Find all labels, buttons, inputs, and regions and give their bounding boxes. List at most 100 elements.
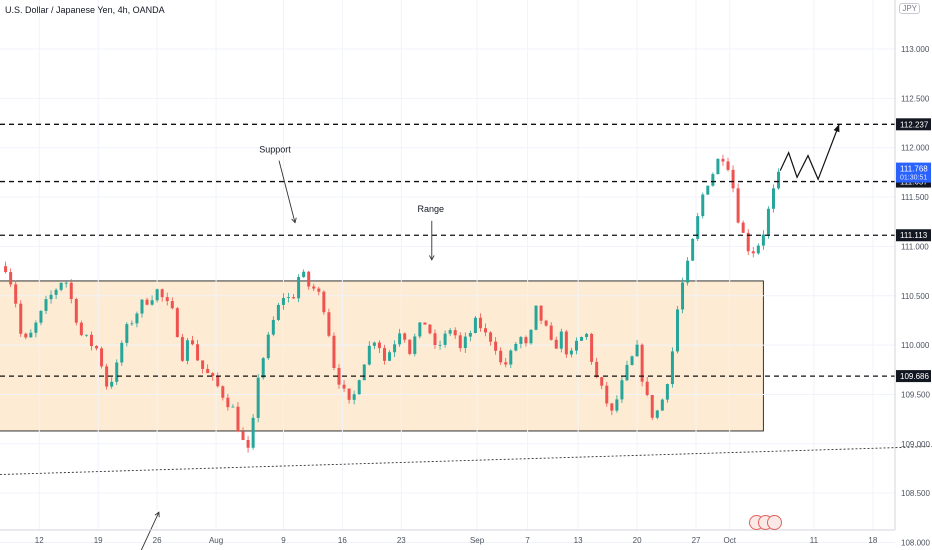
range-box[interactable] — [0, 280, 764, 432]
candle-body — [766, 208, 770, 235]
x-tick-label: 19 — [94, 536, 103, 545]
candle-body — [185, 340, 189, 361]
candle-body — [595, 361, 599, 378]
currency-badge[interactable]: JPY — [899, 3, 920, 14]
candle-body — [635, 344, 639, 357]
candle-body — [534, 305, 538, 330]
level-label-bg — [896, 370, 931, 383]
candle-body — [433, 333, 437, 346]
candle-body — [201, 360, 205, 369]
candle-body — [458, 335, 462, 349]
candle-body — [398, 333, 402, 345]
x-tick-label: 13 — [574, 536, 583, 545]
candle-body — [650, 395, 654, 418]
candle-body — [620, 380, 624, 400]
candle-body — [276, 304, 280, 320]
x-tick-label: Aug — [209, 536, 223, 545]
candle-body — [443, 333, 447, 345]
annotation-arrow-support-level-head — [154, 511, 160, 518]
candle-body — [574, 340, 578, 351]
candle-body — [716, 158, 720, 175]
candle-body — [266, 334, 270, 359]
candle-body — [312, 286, 316, 289]
candle-body — [706, 185, 710, 195]
candle-body — [281, 297, 285, 305]
candle-body — [670, 351, 674, 385]
candle-body — [191, 340, 195, 345]
candle-body — [14, 284, 18, 304]
projection-path[interactable] — [779, 124, 840, 181]
x-tick-label: 23 — [397, 536, 406, 545]
candle-body — [665, 384, 669, 400]
level-label-bg — [896, 229, 931, 242]
y-tick-label: 111.500 — [901, 193, 929, 202]
candle-body — [332, 335, 336, 368]
candle-body — [261, 358, 265, 378]
y-tick-label: 108.000 — [901, 539, 930, 548]
event-flags[interactable] — [749, 515, 785, 530]
y-tick-label: 110.000 — [901, 341, 930, 350]
candle-body — [19, 303, 23, 334]
current-price-tag — [896, 162, 931, 183]
candle-body — [408, 339, 412, 354]
candle-body — [175, 308, 179, 338]
candle-body — [352, 394, 356, 400]
candle-body — [655, 410, 659, 418]
candle-body — [736, 188, 740, 223]
level-label: 109.686 — [900, 372, 929, 381]
event-icon[interactable] — [767, 515, 782, 530]
candle-body — [438, 344, 442, 346]
annotation-support[interactable]: Support — [259, 145, 291, 155]
candle-body — [585, 333, 589, 338]
candle-body — [499, 350, 503, 363]
candle-body — [721, 158, 725, 162]
candle-body — [478, 317, 482, 329]
candle-body — [382, 348, 386, 361]
candle-body — [226, 397, 230, 408]
candle-body — [211, 373, 215, 376]
candle-body — [44, 299, 48, 311]
candle-body — [64, 282, 68, 284]
candle-body — [494, 341, 498, 351]
support-trendline[interactable] — [0, 446, 932, 476]
candle-body — [140, 299, 144, 314]
y-tick-label: 110.500 — [901, 292, 930, 301]
candle-body — [29, 332, 33, 338]
x-tick-label: 26 — [153, 536, 162, 545]
x-tick-label: 16 — [338, 536, 347, 545]
candle-body — [580, 337, 584, 341]
candle-body — [9, 272, 13, 285]
candle-body — [100, 348, 104, 367]
candle-body — [539, 305, 543, 321]
candle-body — [251, 417, 255, 448]
x-tick-label: Oct — [723, 536, 736, 545]
candle-body — [640, 344, 644, 382]
y-tick-label: 112.000 — [901, 144, 930, 153]
candle-body — [388, 352, 392, 361]
chart-title: U.S. Dollar / Japanese Yen, 4h, OANDA — [5, 5, 165, 15]
annotation-arrow-support[interactable] — [278, 160, 296, 223]
candle-body — [463, 336, 467, 349]
candle-body — [625, 364, 629, 381]
candle-body — [418, 322, 422, 337]
candle-body — [675, 309, 679, 352]
candle-body — [519, 337, 523, 344]
candle-body — [600, 377, 604, 386]
levels-layer: 112.237111.657111.113109.686111.76801:30… — [0, 118, 931, 383]
candle-body — [246, 439, 250, 448]
candle-body — [777, 171, 781, 189]
candle-body — [413, 336, 417, 354]
candle-body — [307, 271, 311, 287]
candle-body — [145, 299, 149, 305]
candle-body — [771, 188, 775, 209]
candle-body — [731, 169, 735, 189]
candle-body — [756, 245, 760, 254]
annotation-arrow-support-level[interactable] — [140, 512, 160, 550]
candle-body — [105, 366, 109, 387]
candle-body — [221, 386, 225, 398]
candle-body — [236, 406, 240, 432]
candle-body — [342, 384, 346, 389]
annotation-range[interactable]: Range — [418, 204, 445, 214]
candle-body — [524, 337, 528, 344]
